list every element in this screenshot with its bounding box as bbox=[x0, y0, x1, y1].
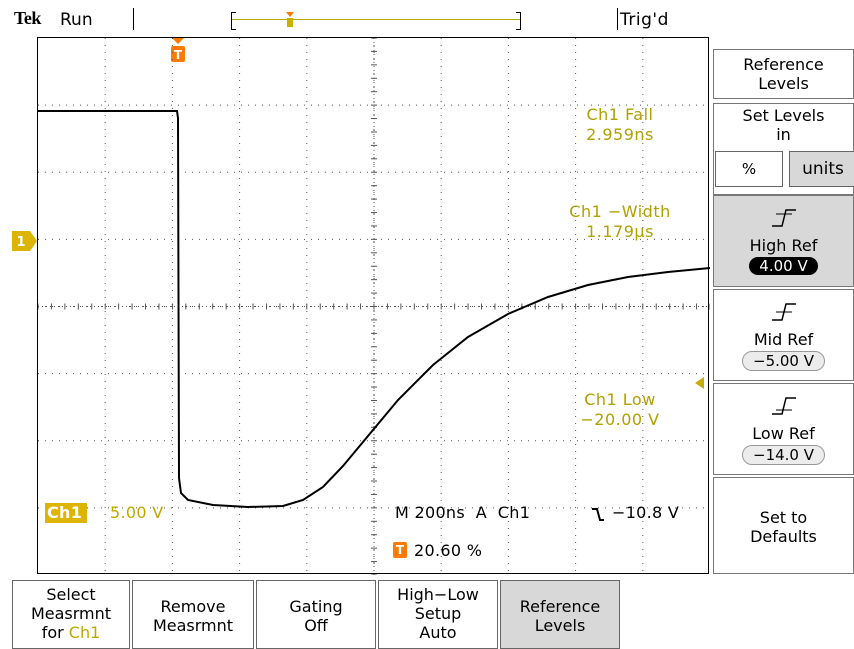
channel-1-marker[interactable]: 1 bbox=[12, 231, 38, 251]
trigger-position-icon: T bbox=[393, 542, 407, 558]
measurement-label: Ch1 Low bbox=[584, 390, 656, 409]
select-measurement-button[interactable]: Select Measrmnt for Ch1 bbox=[12, 580, 130, 649]
remove-measurement-button[interactable]: Remove Measrmnt bbox=[132, 580, 254, 649]
waveform-display[interactable] bbox=[37, 37, 710, 575]
gating-button[interactable]: Gating Off bbox=[256, 580, 376, 649]
channel-scale: 5.00 V bbox=[110, 503, 164, 522]
acquisition-state: Run bbox=[60, 10, 93, 30]
measurement-low: Ch1 Low −20.00 V bbox=[555, 390, 685, 430]
high-low-setup-button[interactable]: High−Low Setup Auto bbox=[378, 580, 498, 649]
measurement-label: Ch1 −Width bbox=[569, 202, 671, 221]
high-ref-button[interactable]: High Ref 4.00 V bbox=[713, 195, 854, 287]
unit-units-option[interactable]: units bbox=[789, 151, 854, 187]
low-ref-label: Low Ref bbox=[752, 424, 815, 443]
channel-badge bbox=[45, 503, 87, 523]
falling-edge-icon bbox=[592, 508, 604, 521]
trigger-status: Trig'd bbox=[620, 10, 669, 30]
mid-ref-button[interactable]: Mid Ref −5.00 V bbox=[713, 289, 854, 381]
rising-edge-icon bbox=[771, 209, 796, 227]
low-ref-button[interactable]: Low Ref −14.0 V bbox=[713, 383, 854, 475]
trigger-level: −10.8 V bbox=[612, 503, 680, 522]
ch1-waveform bbox=[38, 110, 710, 509]
reference-levels-button[interactable]: Reference Levels bbox=[500, 580, 620, 649]
rising-edge-icon bbox=[771, 397, 796, 415]
mid-ref-label: Mid Ref bbox=[753, 330, 814, 349]
record-view-bar bbox=[231, 19, 521, 20]
side-menu-title: Reference Levels bbox=[713, 49, 854, 99]
measurement-label: Ch1 Fall bbox=[586, 105, 654, 124]
svg-text:1: 1 bbox=[16, 235, 25, 250]
measurement-value: 2.959ns bbox=[586, 125, 654, 144]
measurement-neg-width: Ch1 −Width 1.179µs bbox=[550, 202, 690, 242]
high-ref-label: High Ref bbox=[749, 236, 818, 255]
brand-logo: Tek bbox=[14, 8, 41, 28]
record-bracket-right bbox=[516, 12, 521, 30]
measurement-value: −20.00 V bbox=[580, 410, 660, 429]
reference-level-marker-icon bbox=[695, 377, 704, 389]
measurement-value: 1.179µs bbox=[586, 222, 654, 241]
status-bar: Tek Run Trig'd bbox=[0, 0, 854, 34]
graticule bbox=[38, 38, 710, 575]
trigger-marker-letter: T bbox=[174, 48, 183, 62]
rising-edge-icon bbox=[771, 303, 796, 321]
trigger-marker-icon: T bbox=[171, 38, 185, 62]
trigger-position-percent: 20.60 % bbox=[414, 541, 483, 560]
low-ref-value: −14.0 V bbox=[742, 445, 825, 465]
channel-label: Ch1 bbox=[47, 503, 83, 522]
bottom-menu: Select Measrmnt for Ch1 Remove Measrmnt … bbox=[0, 578, 854, 649]
measurement-fall: Ch1 Fall 2.959ns bbox=[560, 105, 680, 145]
timebase-readout: M 200ns A Ch1 bbox=[395, 503, 531, 522]
mid-ref-value: −5.00 V bbox=[742, 351, 825, 371]
high-ref-value: 4.00 V bbox=[749, 257, 818, 275]
unit-percent-option[interactable]: % bbox=[715, 151, 783, 187]
record-bracket-left bbox=[231, 12, 236, 30]
side-menu: Reference Levels Set Levels in % units H… bbox=[713, 49, 854, 574]
trigger-position-icon bbox=[286, 12, 294, 27]
set-to-defaults-button[interactable]: Set to Defaults bbox=[713, 477, 854, 574]
divider bbox=[133, 8, 134, 30]
divider bbox=[617, 8, 618, 30]
